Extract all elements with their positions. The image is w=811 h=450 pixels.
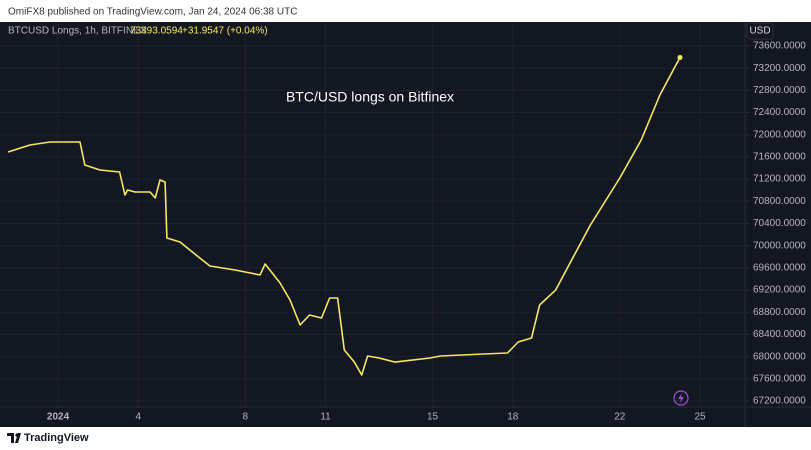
y-tick-label: 72400.0000 [753,107,806,118]
y-tick-label: 72000.0000 [753,129,806,140]
x-tick-label: 8 [243,412,249,423]
legend-last: 73393.0594 [130,26,183,37]
data-line [7,57,681,376]
y-tick-label: 68000.0000 [753,351,806,362]
y-tick-label: 67600.0000 [753,373,806,384]
header-text: OmiFX8 published on TradingView.com, Jan… [8,7,297,18]
footer-brand[interactable]: TradingView [24,432,89,444]
chart-background [0,22,811,427]
y-tick-label: 69200.0000 [753,285,806,296]
y-tick-label: 73200.0000 [753,63,806,74]
x-tick-label: 18 [507,412,519,423]
x-tick-label: 22 [614,412,626,423]
alert-icon-bolt [678,393,684,403]
last-point [677,54,683,60]
x-tick-label: 25 [694,412,706,423]
y-tick-label: 70800.0000 [753,196,806,207]
y-tick-label: 71600.0000 [753,152,806,163]
y-tick-label: 70000.0000 [753,240,806,251]
y-tick-label: 73600.0000 [753,41,806,52]
legend-change: +31.9547 (+0.04%) [182,26,268,37]
legend-entry: BTCUSD Longs, 1h, BITFINEX [8,26,147,37]
y-tick-label: 68400.0000 [753,329,806,340]
unit-box[interactable] [746,22,774,40]
alert-icon[interactable] [673,390,689,406]
logo-dot [15,433,19,437]
y-tick-label: 67200.0000 [753,396,806,407]
footer-logo[interactable] [7,433,21,443]
chart-title: BTC/USD longs on Bitfinex [286,89,454,105]
x-tick-label: 4 [136,412,142,423]
y-tick-label: 68800.0000 [753,307,806,318]
y-unit[interactable]: USD [749,26,770,37]
y-tick-label: 72800.0000 [753,85,806,96]
x-tick-label: 2024 [47,412,70,423]
y-tick-label: 69600.0000 [753,263,806,274]
y-tick-label: 70400.0000 [753,218,806,229]
y-tick-label: 71200.0000 [753,174,806,185]
x-tick-label: 11 [320,412,331,423]
x-tick-label: 15 [427,412,439,423]
